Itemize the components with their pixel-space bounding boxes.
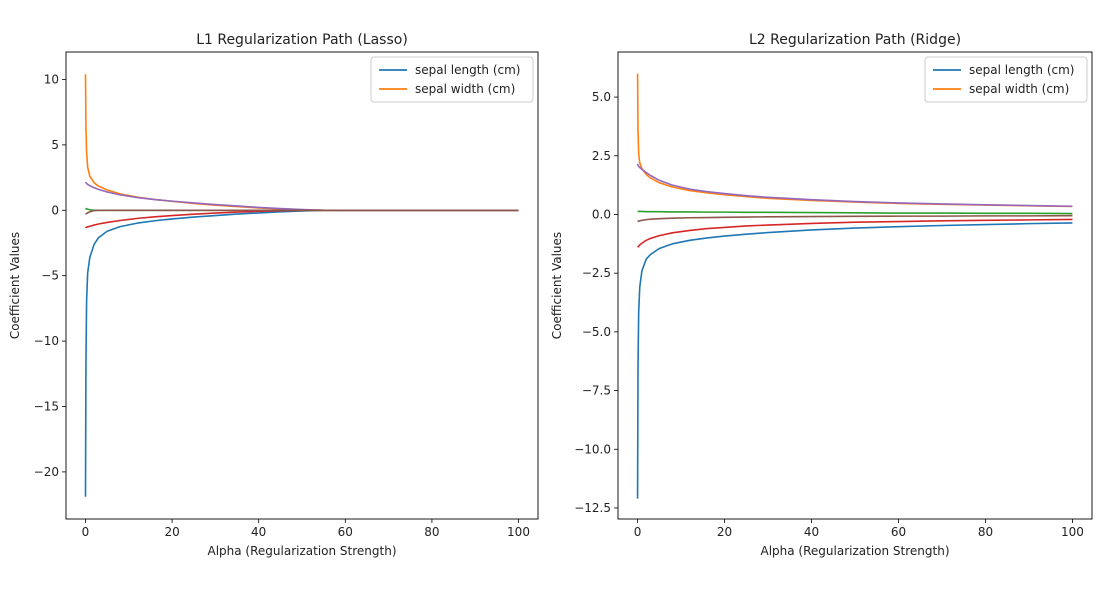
subplot-2: 0 20 40 60 80 100 5.0 2.5 0.0 −2.5 −5.0 −7.5 −10.0 −1… <box>550 32 1093 558</box>
subplot-1: 0 20 40 60 80 100 10 5 0 −5 −10 −15 −20 L1 Regulariza… <box>8 32 539 558</box>
x-tick-label: 0 <box>634 525 642 539</box>
axes-frame <box>617 51 1093 520</box>
y-tick-label: −20 <box>34 465 59 479</box>
x-tick-label: 80 <box>978 525 993 539</box>
series-line-1 <box>84 209 519 497</box>
y-tick-label: 5.0 <box>592 90 611 104</box>
series-line-5 <box>636 163 1073 208</box>
chart-title: L1 Regularization Path (Lasso) <box>196 32 408 48</box>
series-line-5 <box>84 181 519 212</box>
legend: sepal length (cm) sepal width (cm) <box>370 56 534 103</box>
x-tick-label: 60 <box>338 525 353 539</box>
legend-label: sepal length (cm) <box>969 63 1074 77</box>
y-tick-label: −10 <box>34 334 59 348</box>
series-line-1 <box>636 222 1073 499</box>
y-tick-label: −2.5 <box>582 266 611 280</box>
x-tick-label: 100 <box>507 525 530 539</box>
y-tick-label: −10.0 <box>574 442 611 456</box>
x-axis-label: Alpha (Regularization Strength) <box>207 544 396 558</box>
y-axis-label: Coefficient Values <box>550 232 564 339</box>
series-line-4 <box>84 209 519 229</box>
series-line-4 <box>636 218 1073 248</box>
x-axis-label: Alpha (Regularization Strength) <box>760 544 949 558</box>
x-tick-label: 20 <box>717 525 732 539</box>
legend-label: sepal width (cm) <box>415 82 515 96</box>
axes-frame <box>65 51 539 520</box>
y-tick-label: 0 <box>51 203 59 217</box>
legend-box <box>370 56 534 103</box>
x-tick-label: 0 <box>82 525 90 539</box>
y-tick-label: 2.5 <box>592 149 611 163</box>
y-tick-label: 5 <box>51 138 59 152</box>
legend-label: sepal width (cm) <box>969 82 1069 96</box>
series-line-6 <box>637 214 1073 223</box>
y-tick-label: −7.5 <box>582 384 611 398</box>
legend-label: sepal length (cm) <box>415 63 520 77</box>
x-tick-label: 40 <box>804 525 819 539</box>
legend-box <box>924 56 1088 103</box>
y-axis-label: Coefficient Values <box>8 232 22 339</box>
legend: sepal length (cm) sepal width (cm) <box>924 56 1088 103</box>
x-tick-label: 60 <box>891 525 906 539</box>
y-tick-label: 0.0 <box>592 207 611 221</box>
x-tick-label: 20 <box>164 525 179 539</box>
y-tick-label: −12.5 <box>574 501 611 515</box>
y-tick-label: 10 <box>44 72 59 86</box>
x-tick-label: 40 <box>251 525 266 539</box>
x-tick-label: 100 <box>1061 525 1084 539</box>
y-tick-label: −5 <box>41 269 59 283</box>
y-tick-label: −5.0 <box>582 325 611 339</box>
x-tick-label: 80 <box>424 525 439 539</box>
series-line-3 <box>637 210 1073 215</box>
y-tick-label: −15 <box>34 400 59 414</box>
chart-title: L2 Regularization Path (Ridge) <box>749 32 961 48</box>
series-line-6 <box>85 209 519 215</box>
